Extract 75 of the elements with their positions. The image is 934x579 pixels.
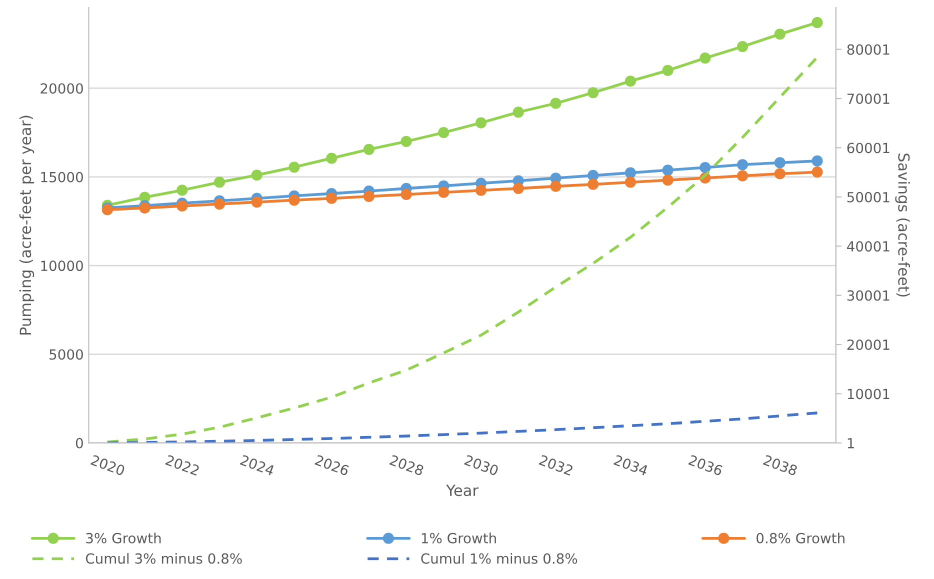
- y2-tick-label: 20001: [847, 340, 890, 350]
- point: [363, 190, 374, 202]
- point: [214, 198, 226, 210]
- point: [700, 52, 711, 64]
- point: [624, 76, 636, 87]
- point: [736, 170, 748, 182]
- x-tick-label: 2024: [240, 454, 275, 476]
- y2-tick-label: 70001: [847, 94, 890, 104]
- point: [438, 186, 450, 198]
- x-tick-label: 2032: [538, 454, 574, 476]
- point: [774, 157, 786, 168]
- y2-tick-label: 30001: [847, 290, 890, 301]
- x-tick-label: 2028: [389, 454, 424, 476]
- point: [550, 98, 562, 109]
- legend-label: Cumul 1% minus 0.8%: [421, 553, 578, 564]
- line-series: [106, 412, 819, 443]
- point: [512, 106, 524, 118]
- point: [176, 184, 188, 196]
- y2-tick-label: 60001: [847, 142, 890, 154]
- point: [812, 155, 823, 166]
- point: [624, 167, 636, 178]
- point: [400, 136, 412, 147]
- x-tick-label: 2036: [688, 454, 724, 476]
- legend-label: 0.8% Growth: [756, 532, 844, 544]
- point: [588, 87, 599, 98]
- point: [475, 184, 487, 196]
- y2-tick-label: 50001: [847, 192, 890, 202]
- legend-label: 1% Growth: [422, 532, 496, 544]
- y2-tick-label: 40001: [847, 241, 890, 252]
- point: [326, 192, 338, 204]
- y2-tick-label: 10001: [848, 388, 890, 400]
- point: [662, 164, 674, 176]
- point: [662, 64, 674, 76]
- point: [251, 196, 262, 208]
- x-tick-label: 2038: [762, 454, 798, 476]
- y-axis-title: Pumping (acre-feet per year): [19, 116, 34, 335]
- point: [326, 152, 338, 164]
- point: [438, 127, 450, 138]
- point: [774, 168, 786, 180]
- y-tick-label: 20000: [40, 83, 83, 94]
- x-tick-label: 2030: [464, 454, 499, 476]
- point: [251, 170, 262, 181]
- line-series: [106, 56, 819, 443]
- y-tick-label: 15000: [41, 172, 83, 182]
- y2-axis-title: Savings (acre-feet): [895, 154, 910, 297]
- y-tick-label: 5000: [50, 349, 83, 360]
- x-tick-label: 2022: [165, 454, 200, 476]
- point: [512, 182, 524, 194]
- point: [475, 117, 487, 128]
- point: [288, 162, 300, 173]
- point: [774, 28, 786, 40]
- point: [588, 178, 599, 190]
- legend-label: 3% Growth: [86, 532, 161, 544]
- x-tick-label: 2026: [314, 454, 350, 476]
- x-axis-title: Year: [446, 484, 479, 496]
- point: [812, 17, 823, 28]
- y2-tick-label: 1: [848, 438, 854, 448]
- point: [400, 188, 412, 200]
- point: [662, 174, 674, 186]
- x-tick-label: 2034: [613, 454, 649, 476]
- point: [736, 159, 748, 170]
- x-tick-label: 2020: [90, 454, 126, 476]
- y2-tick-label: 80001: [847, 44, 890, 55]
- point: [624, 176, 636, 188]
- y-tick-label: 0: [76, 438, 83, 448]
- point: [176, 200, 188, 212]
- point: [812, 166, 823, 178]
- y-tick-label: 10000: [41, 260, 83, 272]
- legend-label: Cumul 3% minus 0.8%: [86, 553, 242, 564]
- point: [550, 180, 562, 192]
- point: [288, 194, 300, 206]
- point: [214, 176, 226, 188]
- point: [700, 162, 711, 174]
- point: [736, 40, 748, 52]
- point: [363, 144, 374, 155]
